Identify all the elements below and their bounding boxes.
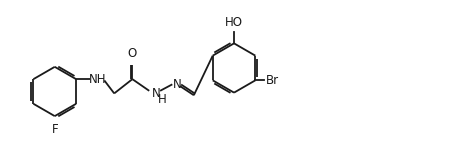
Text: NH: NH — [89, 73, 106, 86]
Text: O: O — [128, 47, 137, 60]
Text: HO: HO — [225, 16, 243, 29]
Text: F: F — [51, 123, 58, 136]
Text: N: N — [172, 78, 181, 91]
Text: H: H — [157, 93, 166, 106]
Text: Br: Br — [266, 74, 279, 87]
Text: N: N — [152, 87, 161, 100]
